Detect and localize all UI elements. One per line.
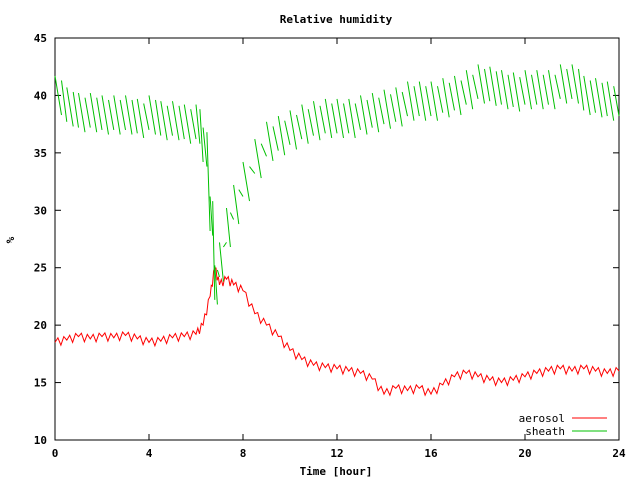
y-tick-label: 45	[34, 32, 47, 45]
series-aerosol	[54, 267, 620, 397]
x-tick-label: 16	[424, 447, 438, 460]
series-line-aerosol	[54, 267, 620, 397]
x-tick-label: 20	[518, 447, 531, 460]
x-tick-label: 4	[146, 447, 153, 460]
x-tick-label: 8	[240, 447, 247, 460]
x-axis: 0 4 8 12 16 20 24	[52, 38, 626, 460]
y-tick-label: 25	[34, 262, 47, 275]
x-tick-label: 24	[612, 447, 626, 460]
legend-label-aerosol: aerosol	[519, 412, 565, 425]
x-tick-label: 12	[330, 447, 343, 460]
series-sheath	[54, 64, 620, 305]
y-tick-label: 30	[34, 204, 47, 217]
plot-area	[54, 64, 620, 397]
y-tick-label: 35	[34, 147, 47, 160]
y-tick-label: 15	[34, 377, 47, 390]
y-axis: 10 15 20 25 30 35 40 45	[34, 32, 619, 447]
legend-label-sheath: sheath	[525, 425, 565, 438]
series-line-sheath	[54, 64, 620, 305]
plot-frame	[54, 37, 620, 441]
x-axis-label: Time [hour]	[300, 465, 373, 478]
x-tick-label: 0	[52, 447, 59, 460]
y-tick-label: 10	[34, 434, 47, 447]
chart-title: Relative humidity	[280, 13, 393, 26]
y-tick-label: 20	[34, 319, 47, 332]
y-tick-label: 40	[34, 89, 47, 102]
y-axis-label: %	[4, 236, 17, 243]
